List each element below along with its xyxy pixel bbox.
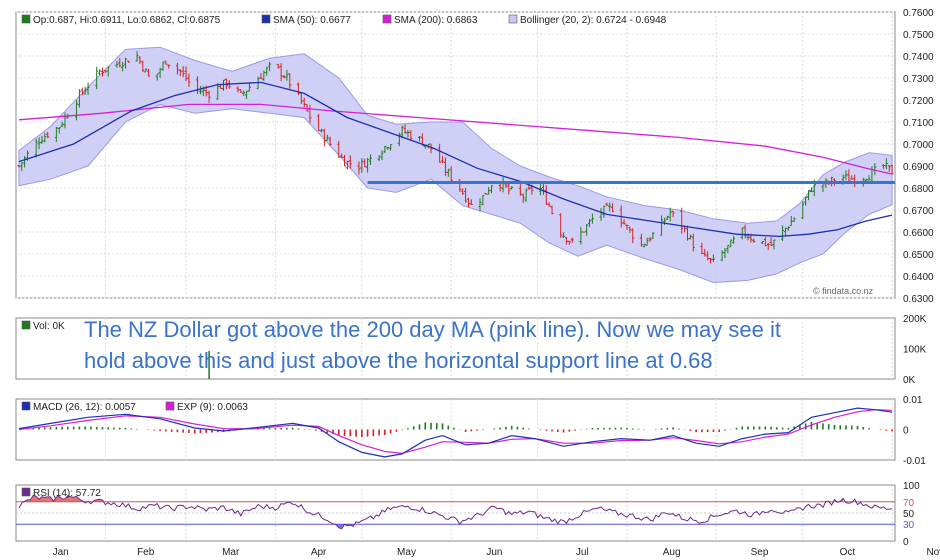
legend-rsi-swatch [21,487,31,497]
legend-macd: MACD (26, 12): 0.0057 [33,402,136,413]
annotation-text: The NZ Dollar got above the 200 day MA (… [84,314,884,376]
legend-sma50-swatch [261,14,271,24]
legend-volume: Vol: 0K [33,321,65,332]
legend-exp: EXP (9): 0.0063 [177,402,248,413]
legend-ohlc-swatch [21,14,31,24]
price-tick-label: 0.7200 [903,96,934,107]
annotation-line-1: The NZ Dollar got above the 200 day MA (… [84,317,781,342]
price-tick-label: 0.7300 [903,74,934,85]
x-tick-label: Jul [576,547,589,558]
legend-bollinger-swatch [508,14,518,24]
x-tick-label: Sep [751,547,769,558]
price-tick-label: 0.6500 [903,250,934,261]
rsi-tick-label: 30 [903,520,915,531]
x-tick-label: Jan [53,547,69,558]
x-tick-label: Oct [840,547,856,558]
legend-volume-swatch [21,320,31,330]
bollinger-band [18,46,893,284]
rsi-tick-label: 70 [903,498,915,509]
macd-tick-label: 0 [903,426,909,437]
price-tick-label: 0.6700 [903,206,934,217]
rsi-tick-label: 50 [903,509,915,520]
price-tick-label: 0.7400 [903,52,934,63]
price-tick-label: 0.6600 [903,228,934,239]
legend-sma200-swatch [382,14,392,24]
legend-rsi: RSI (14): 57.72 [33,488,101,499]
rsi-tick-label: 0 [903,537,909,548]
watermark: © findata.co.nz [813,286,874,296]
legend-sma50: SMA (50): 0.6677 [273,15,351,26]
price-tick-label: 0.7000 [903,140,934,151]
x-tick-label: Aug [663,547,681,558]
x-tick-label: Mar [222,547,240,558]
macd-tick-label: 0.01 [903,395,923,406]
volume-tick-label: 0K [903,375,916,386]
macd-tick-label: -0.01 [903,456,926,467]
volume-tick-label: 100K [903,345,927,356]
annotation-line-2: hold above this and just above the horiz… [84,348,713,373]
price-tick-label: 0.6300 [903,294,934,305]
rsi-tick-label: 100 [903,481,920,492]
rsi-overbought-fill [24,495,83,502]
legend-ohlc: Op:0.687, Hi:0.6911, Lo:0.6862, Cl:0.687… [33,15,221,26]
macd-line [18,407,893,458]
sma50-line [18,81,893,238]
x-tick-label: Jun [486,547,502,558]
price-tick-label: 0.6800 [903,184,934,195]
legend-sma200: SMA (200): 0.6863 [394,15,478,26]
rsi-line [18,494,893,530]
panel-frame-rsi [15,484,896,542]
price-tick-label: 0.7600 [903,8,934,19]
x-tick-label: Nov [926,547,940,558]
price-tick-label: 0.7500 [903,30,934,41]
price-tick-label: 0.6900 [903,162,934,173]
legend-exp-swatch [165,401,175,411]
sma200-line [18,103,893,175]
x-tick-label: Feb [137,547,155,558]
price-tick-label: 0.6400 [903,272,934,283]
x-tick-label: May [397,547,416,558]
x-tick-label: Apr [311,547,327,558]
price-tick-label: 0.7100 [903,118,934,129]
volume-tick-label: 200K [903,314,927,325]
legend-bollinger: Bollinger (20, 2): 0.6724 - 0.6948 [520,15,667,26]
legend-macd-swatch [21,401,31,411]
panel-frame-vol [15,317,896,380]
